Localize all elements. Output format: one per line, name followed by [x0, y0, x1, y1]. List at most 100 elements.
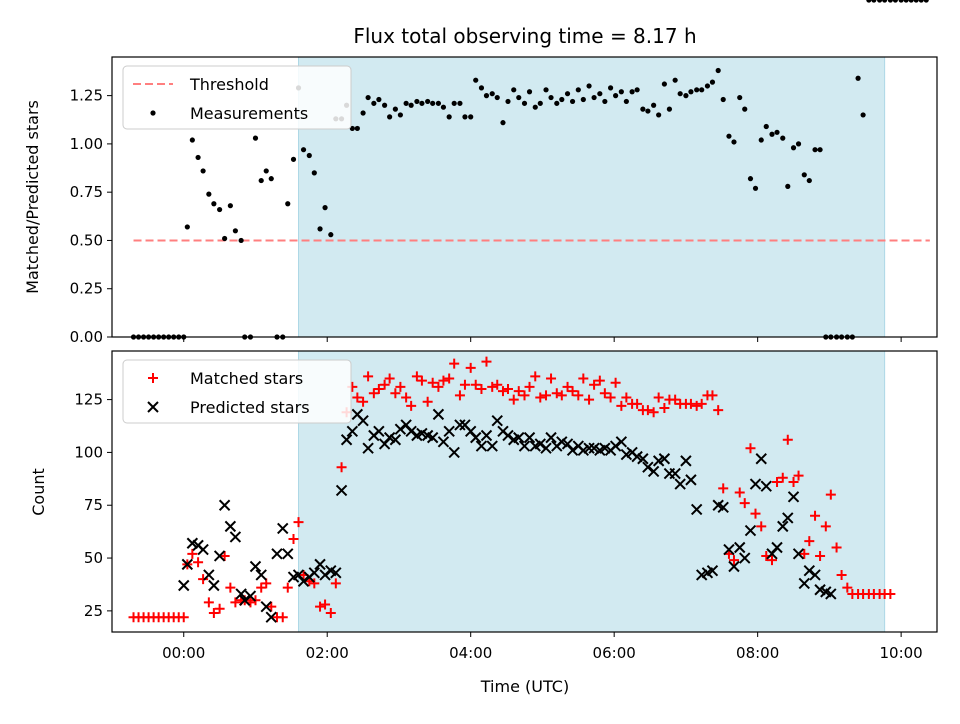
data-point — [798, 577, 810, 590]
legend-label: Matched stars — [190, 369, 303, 388]
data-point — [756, 521, 767, 532]
data-point — [651, 102, 657, 108]
data-point — [803, 565, 816, 577]
data-point — [694, 87, 700, 93]
data-point — [208, 607, 219, 618]
data-point — [720, 96, 726, 103]
data-point — [704, 83, 711, 89]
data-point — [454, 419, 466, 431]
data-point — [806, 177, 812, 184]
data-point — [767, 555, 777, 566]
legend-box — [122, 359, 352, 424]
data-point — [480, 429, 493, 442]
series-measurements — [130, 0, 929, 340]
data-point — [235, 588, 247, 600]
data-point — [519, 390, 530, 401]
data-point — [238, 237, 244, 244]
data-point — [691, 400, 702, 411]
data-point — [599, 388, 610, 399]
data-point — [384, 373, 395, 384]
data-point — [699, 87, 705, 93]
data-point — [718, 483, 729, 494]
data-point — [556, 390, 567, 401]
x-tick-label: 00:00 — [162, 644, 205, 662]
data-point — [647, 465, 660, 478]
data-point — [489, 91, 495, 97]
data-point — [785, 183, 791, 189]
legend-label: Threshold — [189, 75, 269, 94]
data-point — [815, 550, 826, 561]
data-point — [325, 607, 336, 618]
data-point — [696, 398, 707, 409]
data-point — [532, 104, 538, 110]
data-point — [634, 87, 640, 93]
data-point — [709, 79, 716, 85]
data-point — [575, 87, 581, 93]
data-point — [892, 0, 898, 3]
data-point — [706, 565, 719, 577]
data-point — [637, 453, 649, 465]
data-point — [433, 381, 444, 392]
data-point — [683, 93, 689, 99]
data-point — [230, 597, 241, 608]
data-point — [645, 108, 651, 114]
data-point — [793, 470, 804, 481]
data-point — [728, 560, 740, 573]
data-point — [178, 612, 189, 623]
data-point — [448, 446, 460, 459]
data-point — [734, 541, 746, 554]
series-matched-stars — [129, 357, 896, 623]
data-point — [758, 137, 764, 143]
data-point — [640, 106, 646, 112]
data-point — [659, 403, 670, 414]
data-point — [195, 154, 201, 161]
observing-window-shade — [298, 350, 886, 633]
data-point — [551, 388, 562, 399]
panel-ratio: 0.00 0.25 0.50 0.75 1.00 1.25 Threshold Measure… — [70, 0, 938, 346]
data-point — [623, 98, 629, 105]
data-point — [508, 394, 519, 405]
data-point — [189, 137, 195, 143]
data-point — [371, 100, 377, 106]
data-point — [322, 205, 328, 211]
y-tick-label: 125 — [74, 391, 103, 409]
data-point — [615, 436, 628, 448]
data-point — [203, 569, 215, 581]
data-point — [842, 582, 853, 593]
data-point — [293, 517, 304, 528]
panel-count: 25 50 75 100 125 00:00 02:00 04:00 06:00 08:00 10:… — [74, 350, 938, 662]
data-point — [263, 168, 269, 174]
legend-label: Measurements — [190, 104, 308, 123]
data-point — [666, 106, 673, 112]
legend-x-swatch — [147, 401, 159, 413]
data-point — [670, 394, 681, 405]
data-point — [214, 603, 225, 614]
data-point — [749, 478, 762, 490]
data-point — [308, 567, 321, 579]
data-point — [677, 91, 683, 97]
data-point — [569, 98, 576, 105]
data-point — [426, 431, 439, 444]
data-point — [799, 548, 810, 559]
data-point — [505, 98, 511, 105]
data-point — [320, 599, 331, 610]
y-tick-label: 100 — [74, 443, 103, 461]
data-point — [422, 396, 433, 407]
data-point — [271, 548, 283, 560]
data-point — [661, 81, 667, 87]
data-point — [206, 191, 212, 197]
data-point — [492, 379, 503, 390]
data-point — [545, 431, 557, 444]
data-point — [203, 597, 214, 608]
data-point — [618, 89, 624, 95]
data-point — [268, 176, 274, 182]
data-point — [752, 185, 759, 191]
data-point — [290, 156, 297, 162]
data-point — [715, 67, 721, 74]
data-point — [229, 531, 242, 543]
data-point — [653, 392, 664, 403]
data-point — [486, 440, 498, 452]
data-point — [330, 578, 341, 589]
data-point — [526, 89, 533, 95]
data-point — [265, 611, 277, 623]
